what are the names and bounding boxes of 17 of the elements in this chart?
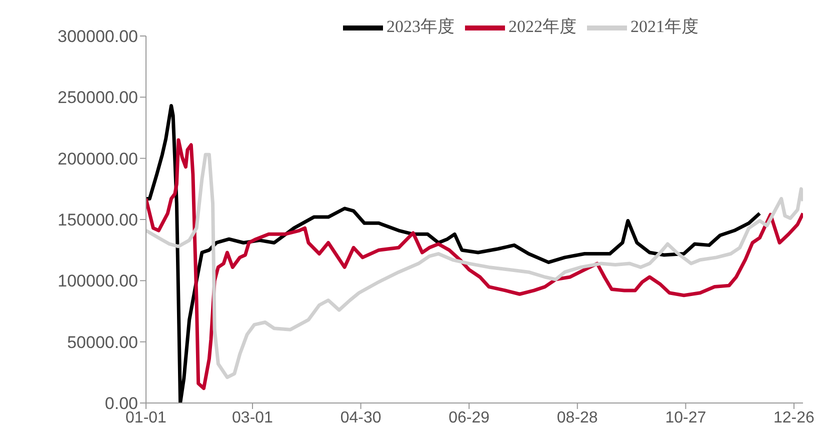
x-tick-label: 06-29 [448, 409, 490, 426]
y-tick-label: 250000.00 [58, 88, 138, 108]
y-tick-label: 50000.00 [67, 332, 138, 352]
y-tick-label: 300000.00 [58, 27, 138, 46]
x-tick-label: 12-26 [774, 409, 815, 426]
legend-label: 2023年度 [386, 16, 454, 36]
line-series [146, 104, 762, 403]
x-tick-label: 08-28 [556, 409, 598, 426]
x-tick-label: 04-30 [340, 409, 382, 426]
x-tick-label: 03-01 [232, 409, 274, 426]
y-tick-label: 150000.00 [58, 210, 138, 230]
y-tick-label: 200000.00 [58, 149, 138, 168]
x-tick-label: 10-27 [665, 409, 706, 426]
y-tick-label: 100000.00 [58, 272, 138, 291]
legend-label: 2021年度 [630, 16, 698, 36]
x-tick-label: 01-01 [126, 409, 167, 426]
legend-label: 2022年度 [508, 16, 576, 36]
